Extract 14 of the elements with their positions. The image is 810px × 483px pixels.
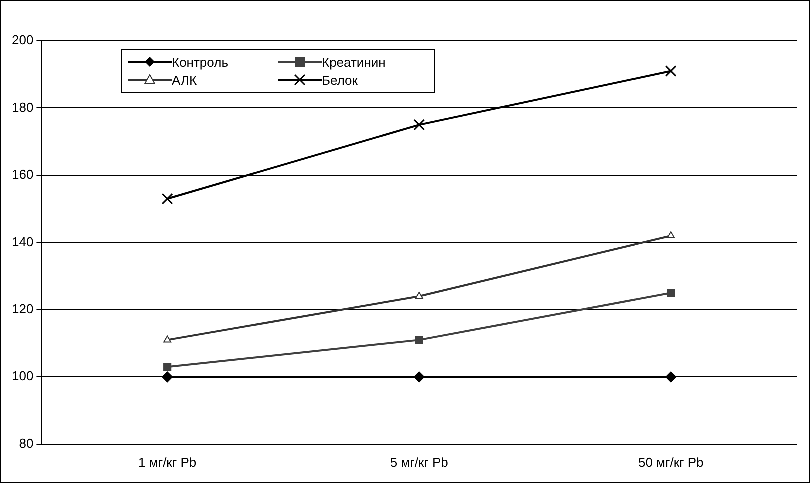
legend-label: Белок <box>322 72 358 88</box>
y-tick-label: 180 <box>12 100 34 115</box>
legend-label: Креатинин <box>322 54 386 70</box>
legend-label: АЛК <box>172 72 198 88</box>
y-tick-label: 100 <box>12 368 34 384</box>
x-tick-label: 1 мг/кг Pb <box>138 454 197 470</box>
y-tick-label: 200 <box>12 32 34 48</box>
x-tick-label: 50 мг/кг Pb <box>638 454 704 470</box>
legend-label: Контроль <box>172 54 228 70</box>
y-tick-label: 160 <box>12 167 34 182</box>
y-tick-label: 120 <box>12 302 34 317</box>
y-tick-label: 140 <box>12 234 34 250</box>
y-tick-label: 80 <box>19 436 34 451</box>
x-tick-label: 5 мг/кг Pb <box>390 454 448 470</box>
